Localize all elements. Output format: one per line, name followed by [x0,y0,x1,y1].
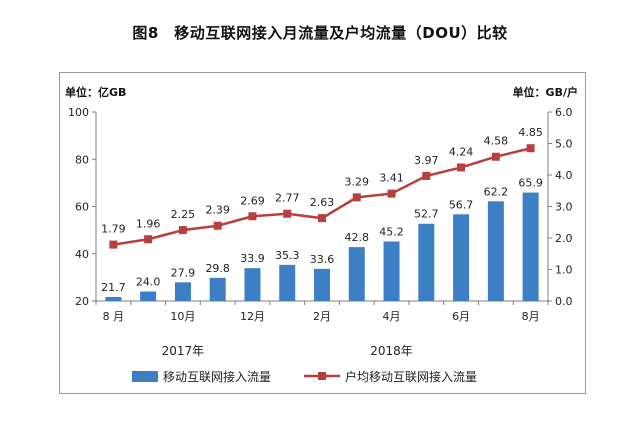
line-value-label: 2.63 [310,196,335,209]
line-value-label: 4.58 [484,135,509,148]
line-point-marker [318,214,326,223]
line-value-label: 3.41 [379,172,404,185]
bar-value-label: 27.9 [171,266,196,279]
bar [487,201,504,301]
legend-bar-swatch [132,371,158,382]
chart-title: 图8 移动互联网接入月流量及户均流量（DOU）比较 [132,24,508,42]
legend-line-marker [318,372,326,380]
x-tick-label: 12月 [240,310,265,323]
bar-value-label: 33.9 [240,252,265,265]
line-point-marker [422,171,431,180]
bar-value-label: 45.2 [379,225,404,238]
y-left-tick-label: 60 [75,201,89,214]
line-point-marker [457,163,466,172]
y-right-tick-label: 0.0 [555,295,573,308]
y-left-tick-label: 40 [75,248,89,261]
line-value-label: 2.39 [205,204,230,217]
bar [279,264,296,301]
bar-value-label: 29.8 [205,262,230,275]
line-point-marker [178,226,187,235]
bar [453,214,470,301]
bar [348,247,365,301]
bar [244,268,261,301]
bar [522,192,539,301]
y-right-tick-label: 6.0 [555,106,573,119]
line-value-label: 2.69 [240,194,265,207]
x-tick-label: 4月 [383,310,401,323]
x-tick-label: 6月 [452,310,470,323]
y-right-tick-label: 4.0 [555,169,573,182]
right-unit-label: 单位：GB/户 [513,85,578,99]
bar-value-label: 52.7 [414,208,439,221]
line-value-label: 3.97 [414,154,439,167]
y-right-tick-label: 3.0 [555,201,573,214]
line-point-marker [526,144,535,153]
line-point-marker [352,193,361,202]
line-point-marker [109,240,118,249]
bar-value-label: 24.0 [136,276,161,289]
bar-value-label: 65.9 [518,177,543,190]
y-right-tick-label: 1.0 [555,264,573,277]
line-value-label: 2.25 [171,208,196,221]
bar [105,296,122,301]
bar [174,282,191,301]
bar [314,268,330,301]
bar-value-label: 56.7 [449,198,474,211]
line-value-label: 4.85 [518,126,543,139]
line-value-label: 4.24 [449,145,474,158]
y-right-tick-label: 2.0 [555,232,573,245]
bar [418,223,435,301]
line-point-marker [283,209,292,218]
bar [140,291,157,301]
line-point-marker [248,212,257,221]
bar [383,241,400,301]
y-left-tick-label: 20 [75,295,89,308]
bar-value-label: 42.8 [345,231,370,244]
x-tick-label: 2月 [313,310,331,323]
line-value-label: 3.29 [345,175,370,188]
year-label: 2017年 [162,344,205,358]
bar-value-label: 21.7 [101,281,126,294]
left-unit-label: 单位：亿GB [65,85,126,99]
line-value-label: 1.96 [136,217,161,230]
x-tick-label: 8月 [522,310,540,323]
year-label: 2018年 [370,344,413,358]
x-tick-label: 10月 [170,310,195,323]
line-point-marker [387,189,396,198]
line-value-label: 1.79 [101,223,126,236]
legend-bar-label: 移动互联网接入流量 [163,369,271,384]
x-tick-label: 8 月 [103,310,125,323]
line-point-marker [491,152,500,161]
line-point-marker [144,235,153,244]
y-left-tick-label: 80 [75,153,89,166]
bar [209,277,226,301]
bar-value-label: 62.2 [484,185,509,198]
bar-value-label: 35.3 [275,249,300,262]
bar-value-label: 33.6 [310,253,335,266]
line-point-marker [213,221,222,230]
line-value-label: 2.77 [275,192,300,205]
y-right-tick-label: 5.0 [555,138,573,151]
legend-line-label: 户均移动互联网接入流量 [345,369,477,384]
y-left-tick-label: 100 [68,106,89,119]
